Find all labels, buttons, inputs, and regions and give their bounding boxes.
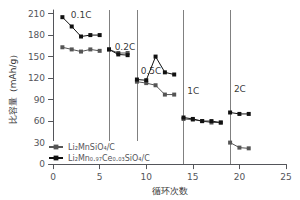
svg-text:0: 0	[50, 172, 56, 182]
svg-text:150: 150	[28, 52, 45, 62]
svg-text:0.2C: 0.2C	[115, 42, 136, 52]
svg-text:0: 0	[39, 159, 45, 169]
svg-text:2C: 2C	[234, 84, 246, 94]
svg-text:Li₂MnSiO₄/C: Li₂MnSiO₄/C	[68, 143, 115, 152]
svg-text:25: 25	[280, 172, 291, 182]
svg-text:10: 10	[141, 172, 153, 182]
svg-text:循环次数: 循环次数	[152, 186, 188, 196]
svg-text:Li₂Mn₀.₉₇Ce₀.₀₃SiO₄/C: Li₂Mn₀.₉₇Ce₀.₀₃SiO₄/C	[68, 154, 150, 163]
svg-text:1C: 1C	[187, 86, 199, 96]
svg-text:90: 90	[34, 95, 46, 105]
svg-text:比容量（mAh/g）: 比容量（mAh/g）	[8, 50, 18, 124]
svg-text:210: 210	[28, 9, 45, 19]
svg-text:30: 30	[34, 138, 46, 148]
svg-text:5: 5	[97, 172, 103, 182]
svg-text:20: 20	[234, 172, 246, 182]
svg-text:0.1C: 0.1C	[71, 10, 92, 20]
svg-text:120: 120	[28, 73, 45, 83]
svg-text:180: 180	[28, 30, 45, 40]
svg-text:0.5C: 0.5C	[140, 65, 162, 76]
svg-text:60: 60	[34, 116, 46, 126]
svg-text:15: 15	[187, 172, 198, 182]
